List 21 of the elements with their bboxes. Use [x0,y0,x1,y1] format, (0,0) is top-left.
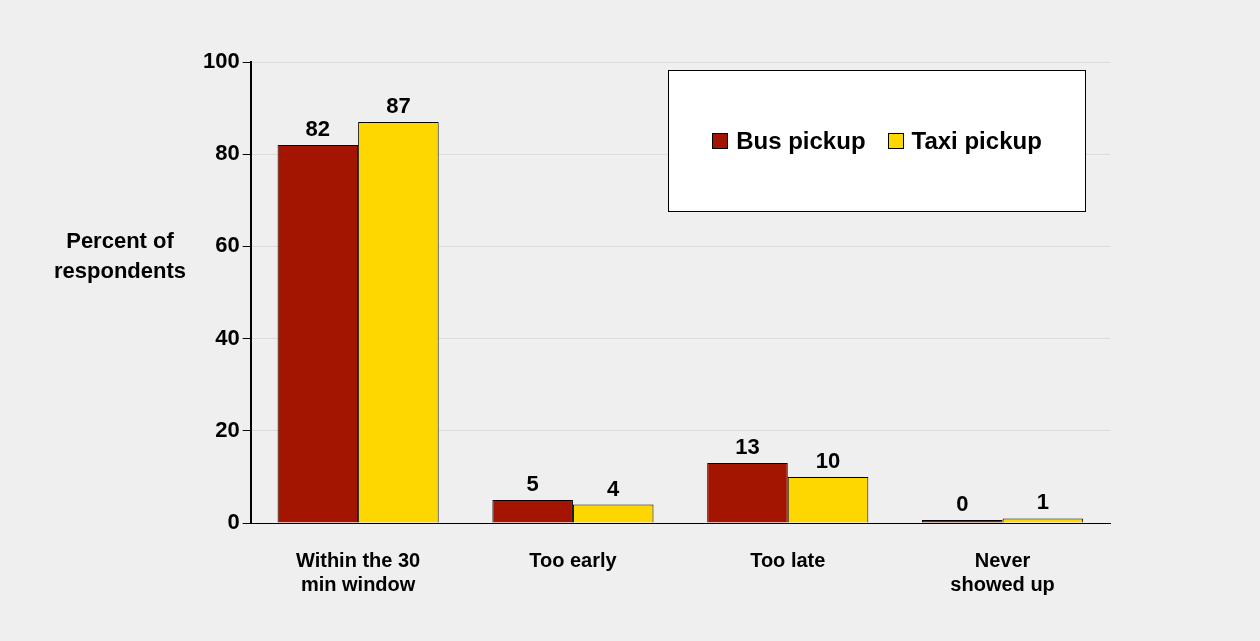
data-label: 10 [815,447,841,473]
legend-label: Taxi pickup [911,127,1042,155]
y-tick-label: 100 [202,48,240,74]
data-label: 4 [607,475,621,501]
data-label: 0 [956,491,969,517]
x-tick-label: Within the 30 min window [295,548,421,595]
y-tick-label: 80 [215,140,240,166]
y-tick-label: 20 [215,416,240,442]
x-tick-label: Too late [750,548,826,571]
x-tick-label: Never showed up [950,548,1055,595]
y-tick-label: 60 [215,232,240,258]
data-label: 5 [526,471,539,497]
y-tick-label: 0 [227,509,240,535]
data-label: 82 [305,116,331,142]
y-tick-label: 40 [215,324,240,350]
y-axis-title: Percent of respondents [53,228,187,283]
data-label: 87 [386,92,411,118]
data-label: 13 [735,434,760,460]
x-tick-label: Too early [529,548,618,571]
data-label: 1 [1036,489,1049,515]
legend-label: Bus pickup [736,127,866,155]
